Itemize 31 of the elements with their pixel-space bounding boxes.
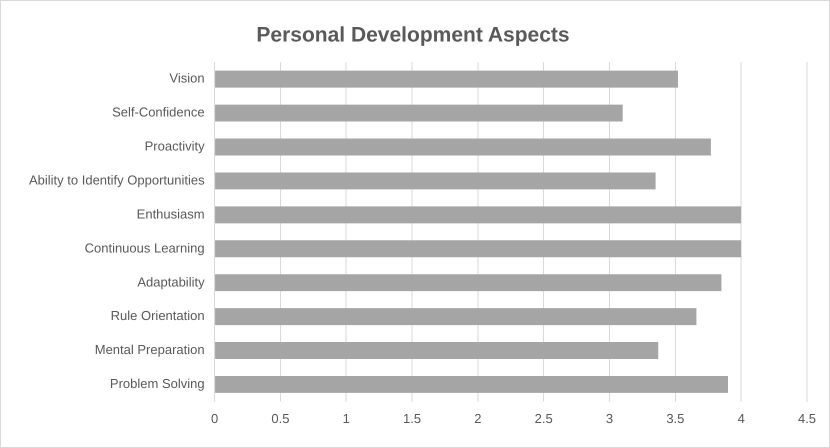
bar	[215, 308, 696, 326]
x-tick-label: 0.5	[271, 410, 290, 426]
x-tick-label: 1.5	[403, 410, 422, 426]
bar	[215, 274, 722, 292]
y-tick-label: Rule Orientation	[110, 308, 205, 324]
y-tick-label: Vision	[169, 70, 205, 86]
bar	[215, 240, 742, 258]
chart-title: Personal Development Aspects	[256, 23, 570, 46]
bar	[215, 104, 623, 122]
bar	[215, 70, 678, 88]
x-tick-label: 2.5	[534, 410, 553, 426]
x-tick-label: 3	[606, 410, 614, 426]
y-tick-label: Mental Preparation	[94, 342, 205, 358]
y-tick-label: Enthusiasm	[136, 206, 205, 222]
bar	[215, 172, 656, 190]
x-tick-label: 1	[342, 410, 350, 426]
y-tick-label: Problem Solving	[110, 376, 205, 392]
x-tick-label: 0	[210, 410, 218, 426]
x-tick-label: 3.5	[666, 410, 684, 426]
bar	[215, 376, 728, 393]
x-tick-label: 4.5	[798, 410, 816, 426]
x-tick-label: 4	[738, 410, 745, 426]
y-tick-label: Self-Confidence	[112, 104, 205, 120]
y-tick-label: Continuous Learning	[84, 240, 205, 256]
bar	[215, 138, 711, 156]
bar	[215, 206, 742, 224]
y-tick-label: Proactivity	[144, 138, 206, 154]
x-tick-label: 2	[474, 410, 482, 426]
y-tick-label: Adaptability	[137, 274, 206, 290]
y-tick-label: Ability to Identify Opportunities	[28, 172, 206, 188]
bar	[215, 342, 658, 359]
